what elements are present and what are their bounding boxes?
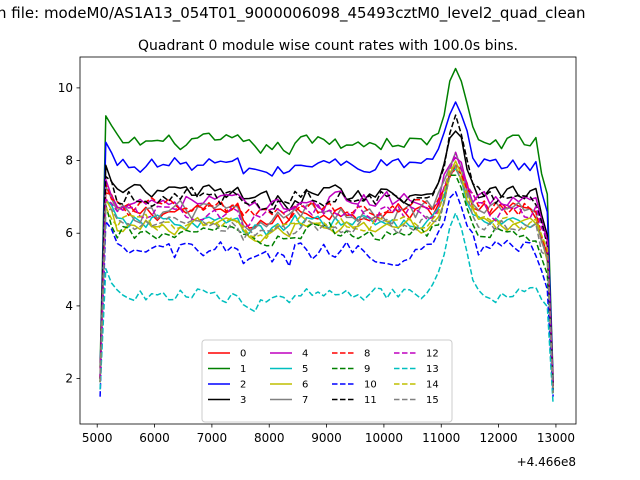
x-tick-label: 13000 — [537, 431, 575, 445]
series-line-9 — [99, 174, 554, 394]
x-tick-label: 9000 — [311, 431, 342, 445]
legend-label-9: 9 — [364, 364, 370, 375]
series-line-15 — [99, 164, 554, 394]
series-line-1 — [99, 67, 554, 379]
series-line-10 — [99, 191, 554, 397]
y-tick-label: 8 — [65, 154, 73, 168]
y-tick-label: 10 — [58, 81, 73, 95]
y-tick-label: 6 — [65, 226, 73, 240]
x-tick-label: 10000 — [365, 431, 403, 445]
series-line-11 — [99, 114, 554, 386]
series-line-13 — [99, 212, 554, 405]
series-line-2 — [99, 101, 554, 383]
legend-label-0: 0 — [240, 349, 246, 360]
x-tick-label: 11000 — [422, 431, 460, 445]
legend-label-10: 10 — [364, 380, 377, 391]
series-line-7 — [99, 151, 554, 386]
y-tick-label: 4 — [65, 299, 73, 313]
series-line-8 — [99, 168, 554, 386]
x-offset-label: +4.466e8 — [517, 455, 576, 469]
series-line-12 — [99, 151, 554, 386]
x-tick-label: 7000 — [197, 431, 228, 445]
legend-label-15: 15 — [426, 395, 439, 406]
plot-area — [99, 67, 554, 405]
suptitle: n file: modeM0/AS1A13_054T01_9000006098_… — [0, 4, 586, 23]
legend-label-11: 11 — [364, 395, 377, 406]
chart-title: Quadrant 0 module wise count rates with … — [138, 38, 518, 54]
legend-label-13: 13 — [426, 364, 439, 375]
legend-frame — [201, 339, 453, 423]
series-line-14 — [99, 165, 554, 394]
legend-label-7: 7 — [302, 395, 308, 406]
series-line-6 — [99, 160, 554, 390]
legend-label-1: 1 — [240, 364, 246, 375]
legend-label-3: 3 — [240, 395, 246, 406]
legend-label-4: 4 — [302, 349, 308, 360]
plot-frame — [79, 56, 577, 425]
axes: 5000 6000 7000 8000 9000 10000 11000 12000 13000… — [58, 56, 577, 445]
x-tick-label: 6000 — [139, 431, 170, 445]
y-tick-label: 2 — [65, 372, 73, 386]
x-tick-label: 8000 — [254, 431, 285, 445]
legend-label-12: 12 — [426, 349, 439, 360]
legend-label-2: 2 — [240, 380, 246, 391]
x-tick-label: 12000 — [479, 431, 517, 445]
legend-label-5: 5 — [302, 364, 308, 375]
legend-label-14: 14 — [426, 380, 439, 391]
x-tick-label: 5000 — [82, 431, 113, 445]
legend-label-8: 8 — [364, 349, 370, 360]
legend-label-6: 6 — [302, 380, 308, 391]
